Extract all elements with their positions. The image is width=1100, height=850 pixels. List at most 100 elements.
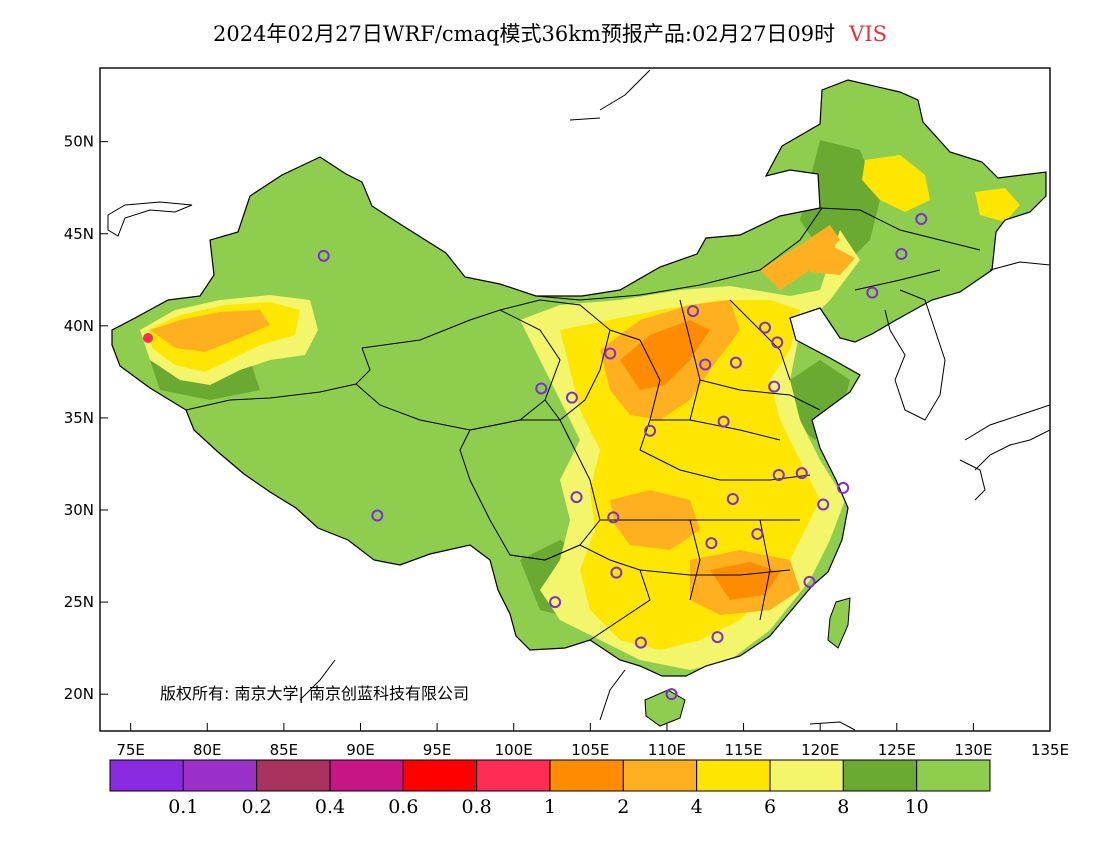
- field-yellow-northeast-1: [862, 155, 930, 212]
- y-tick-label: 50N: [64, 133, 94, 151]
- land-outline-layer: [107, 69, 1050, 731]
- station-marker: [535, 382, 548, 395]
- x-tick-label: 110E: [648, 741, 686, 759]
- station-marker: [726, 492, 739, 505]
- station-marker: [717, 415, 730, 428]
- colorbar-label: 0.4: [315, 796, 345, 818]
- colorbar-label: 0.6: [388, 796, 418, 818]
- field-red-xinjiang: [143, 333, 153, 343]
- x-tick-label: 120E: [801, 741, 839, 759]
- map-frame: [99, 67, 1051, 732]
- station-marker: [317, 249, 330, 262]
- taiwan-island: [827, 597, 851, 649]
- station-marker: [644, 424, 657, 437]
- x-tick-label: 135E: [1031, 741, 1069, 759]
- station-marker: [915, 213, 928, 226]
- y-tick-label: 30N: [64, 501, 94, 519]
- x-tick-label: 80E: [193, 741, 222, 759]
- x-tick-label: 95E: [423, 741, 452, 759]
- station-marker: [371, 509, 384, 522]
- station-marker: [705, 537, 718, 550]
- field-orange-northeast: [800, 245, 855, 275]
- variable-name: VIS: [849, 22, 888, 46]
- colorbar-swatch: [329, 759, 404, 792]
- colorbar-swatch: [769, 759, 844, 792]
- station-marker: [772, 469, 785, 482]
- map-title: 2024年02月27日WRF/cmaq模式36km预报产品:02月27日09时 V…: [0, 18, 1100, 48]
- province-inner-mongolia: [535, 207, 823, 301]
- station-marker: [895, 248, 908, 261]
- station-layer: [317, 213, 928, 701]
- colorbar-label: 2: [617, 796, 629, 818]
- y-tick-label: 35N: [64, 409, 94, 427]
- x-tick-label: 130E: [954, 741, 992, 759]
- province-qinghai: [355, 309, 561, 431]
- station-marker: [634, 636, 647, 649]
- title-text: 2024年02月27日WRF/cmaq模式36km预报产品:02月27日09时: [212, 22, 836, 46]
- y-tick-label: 25N: [64, 593, 94, 611]
- station-marker: [607, 511, 620, 524]
- station-marker: [837, 481, 850, 494]
- y-tick-label: 45N: [64, 225, 94, 243]
- field-darkorange-loess: [620, 320, 710, 390]
- station-marker: [729, 356, 742, 369]
- colorbar-swatch: [256, 759, 331, 792]
- x-tick-label: 90E: [346, 741, 375, 759]
- x-tick-label: 105E: [571, 741, 609, 759]
- colorbar-label: 0.1: [168, 796, 198, 818]
- colorbar-label: 4: [691, 796, 703, 818]
- station-marker: [866, 286, 879, 299]
- station-marker: [686, 305, 699, 318]
- station-marker: [570, 491, 583, 504]
- axis-ticks: 75E 80E 85E 90E 95E 100E 105E 110E 115E 120E 125E 1…: [64, 133, 1069, 759]
- colorbar: 0.1 0.2 0.4 0.6 0.8 1 2 4 6 8 10: [109, 759, 991, 818]
- x-tick-label: 125E: [878, 741, 916, 759]
- colorbar-swatch: [182, 759, 258, 792]
- province-northeast: [819, 207, 981, 291]
- province-gansu: [499, 299, 611, 421]
- station-marker: [565, 391, 578, 404]
- colorbar-swatch: [402, 759, 478, 792]
- colorbar-label: 0.2: [242, 796, 272, 818]
- field-darkgreen-northeast: [800, 140, 880, 260]
- station-marker: [759, 321, 771, 334]
- colorbar-swatch: [549, 759, 624, 792]
- station-marker: [771, 336, 784, 349]
- colorbar-label: 8: [837, 796, 849, 818]
- copyright-text: 版权所有: 南京大学| 南京创蓝科技有限公司: [160, 684, 469, 703]
- field-orange-north-strip: [760, 225, 840, 290]
- station-marker: [803, 575, 816, 588]
- province-hebei-shandong: [699, 299, 821, 411]
- province-xinjiang-tibet: [185, 347, 371, 411]
- sakhalin-coast: [569, 69, 1050, 271]
- x-tick-label: 115E: [724, 741, 762, 759]
- colorbar-swatch: [109, 759, 184, 792]
- station-marker: [604, 347, 617, 360]
- colorbar-swatch: [842, 759, 918, 792]
- field-orange-xinjiang: [150, 310, 270, 352]
- colorbar-swatch: [476, 759, 551, 792]
- station-marker: [817, 498, 830, 511]
- y-tick-label: 40N: [64, 317, 94, 335]
- colorbar-label: 0.8: [462, 796, 492, 818]
- colorbar-label: 1: [544, 796, 556, 818]
- y-tick-label: 20N: [64, 685, 94, 703]
- colorbar-swatch: [696, 759, 771, 792]
- colorbar-label: 6: [764, 796, 776, 818]
- station-marker: [610, 566, 623, 579]
- station-marker: [699, 358, 712, 371]
- x-tick-label: 85E: [270, 741, 299, 759]
- field-yellow-northeast-2: [975, 188, 1020, 222]
- colorbar-swatch: [622, 759, 698, 792]
- station-marker: [795, 467, 808, 480]
- japan-coast: [959, 404, 1050, 501]
- province-yunnan-guizhou: [509, 544, 651, 641]
- station-marker: [665, 688, 678, 701]
- korea-peninsula: [884, 289, 946, 421]
- colorbar-swatch: [916, 759, 991, 792]
- station-marker: [751, 527, 764, 540]
- station-marker: [549, 596, 562, 609]
- x-tick-label: 100E: [495, 741, 533, 759]
- china-border: [111, 79, 1047, 677]
